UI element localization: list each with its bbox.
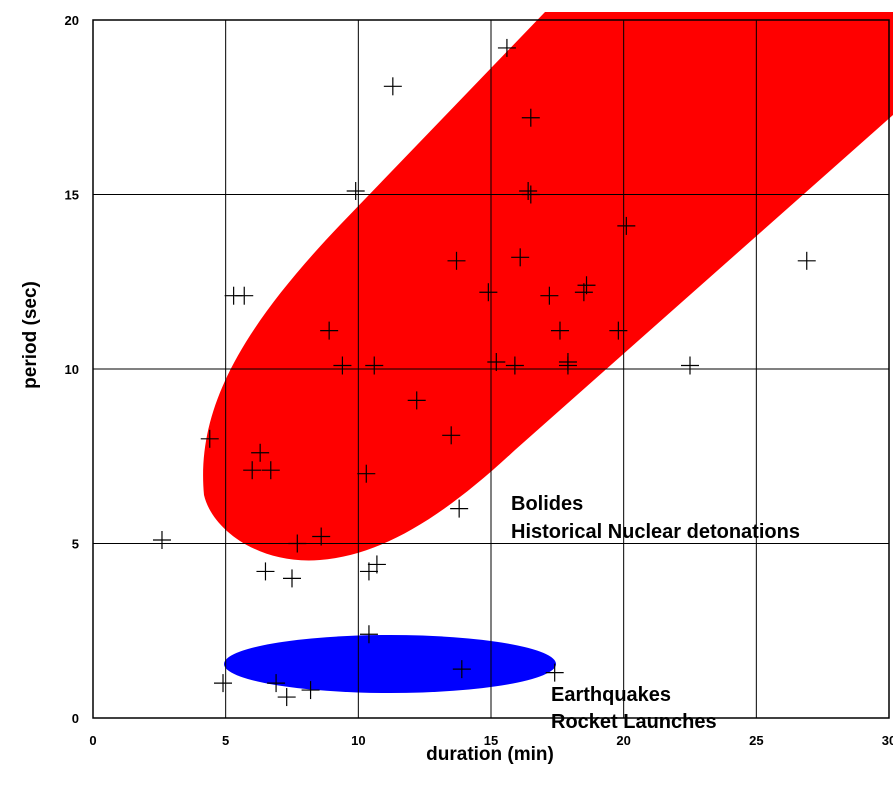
y-tick-label: 0 bbox=[72, 711, 79, 726]
tick-labels: 0 5 10 15 20 25 30 0 5 10 15 20 bbox=[65, 13, 893, 748]
data-point bbox=[540, 286, 559, 305]
data-point bbox=[383, 77, 402, 96]
data-point bbox=[312, 527, 331, 546]
data-point bbox=[357, 464, 376, 483]
x-tick-label: 10 bbox=[351, 733, 365, 748]
data-point bbox=[450, 499, 469, 518]
region-label-earthquakes: Earthquakes bbox=[551, 684, 671, 706]
y-tick-label: 5 bbox=[72, 537, 79, 552]
data-point bbox=[359, 562, 378, 581]
data-point bbox=[283, 569, 301, 588]
data-point bbox=[550, 321, 569, 340]
data-point bbox=[442, 426, 461, 445]
data-point bbox=[267, 674, 286, 693]
data-point bbox=[256, 562, 275, 581]
data-point bbox=[261, 461, 280, 480]
data-point bbox=[251, 443, 270, 462]
data-point bbox=[367, 555, 386, 574]
data-point bbox=[617, 216, 636, 235]
data-point bbox=[288, 534, 307, 553]
data-point bbox=[519, 182, 538, 201]
data-point bbox=[152, 531, 171, 550]
data-point bbox=[365, 356, 384, 375]
data-point bbox=[235, 286, 254, 305]
data-point bbox=[574, 283, 593, 302]
data-point bbox=[521, 108, 540, 127]
data-point bbox=[200, 429, 219, 448]
region-label-nuclear: Historical Nuclear detonations bbox=[511, 521, 800, 543]
data-point bbox=[497, 38, 516, 57]
data-point bbox=[243, 461, 262, 480]
data-point bbox=[346, 182, 365, 201]
data-point bbox=[609, 321, 628, 340]
x-tick-label: 30 bbox=[882, 733, 893, 748]
x-tick-label: 0 bbox=[89, 733, 96, 748]
data-point bbox=[681, 356, 699, 375]
y-axis-title: period (sec) bbox=[20, 281, 41, 389]
data-markers bbox=[152, 38, 816, 707]
y-tick-label: 10 bbox=[65, 362, 79, 377]
data-point bbox=[797, 251, 816, 270]
data-point bbox=[333, 356, 352, 375]
data-point bbox=[479, 283, 498, 302]
data-point bbox=[452, 660, 471, 679]
data-point bbox=[277, 688, 296, 707]
data-point bbox=[359, 625, 378, 644]
data-point bbox=[447, 251, 466, 270]
data-point bbox=[545, 663, 564, 682]
grid bbox=[92, 19, 890, 719]
data-point bbox=[521, 185, 540, 204]
region-label-bolides: Bolides bbox=[511, 493, 583, 515]
x-tick-label: 15 bbox=[484, 733, 498, 748]
data-point bbox=[487, 353, 506, 372]
data-point bbox=[301, 681, 320, 700]
data-point bbox=[577, 276, 596, 295]
data-point bbox=[320, 321, 339, 340]
x-axis-title: duration (min) bbox=[426, 744, 554, 765]
x-tick-label: 20 bbox=[616, 733, 630, 748]
y-tick-label: 15 bbox=[65, 188, 79, 203]
y-tick-label: 20 bbox=[65, 13, 79, 28]
bolides-nuclear-region bbox=[203, 12, 893, 561]
region-label-rocket-launches: Rocket Launches bbox=[551, 711, 717, 733]
plot-frame bbox=[92, 19, 890, 719]
data-point bbox=[407, 391, 426, 410]
x-tick-label: 5 bbox=[222, 733, 229, 748]
earthquakes-rocket-region bbox=[224, 635, 556, 693]
data-point bbox=[214, 674, 233, 693]
data-point bbox=[558, 356, 577, 375]
x-tick-label: 25 bbox=[749, 733, 763, 748]
data-point bbox=[505, 356, 524, 375]
data-point bbox=[511, 248, 530, 267]
